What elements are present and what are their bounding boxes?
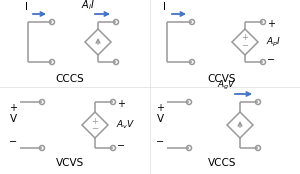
Text: +: + <box>242 34 248 42</box>
Text: −: − <box>117 141 125 151</box>
Text: +: + <box>156 103 164 113</box>
Text: $A_v V$: $A_v V$ <box>116 119 135 131</box>
Text: −: − <box>156 137 164 147</box>
Text: +: + <box>92 117 98 125</box>
Text: −: − <box>92 125 98 133</box>
Text: CCVS: CCVS <box>208 74 236 84</box>
Text: V: V <box>157 114 164 124</box>
Text: +: + <box>117 99 125 109</box>
Text: $A_p I$: $A_p I$ <box>266 35 281 49</box>
Text: I: I <box>164 2 166 12</box>
Text: I: I <box>25 2 28 12</box>
Text: $A_g V$: $A_g V$ <box>217 79 237 92</box>
Text: CCCS: CCCS <box>56 74 84 84</box>
Text: VCCS: VCCS <box>208 158 236 168</box>
Text: V: V <box>10 114 17 124</box>
Text: −: − <box>267 55 275 65</box>
Text: $A_i I$: $A_i I$ <box>81 0 95 12</box>
Text: +: + <box>267 19 275 29</box>
Text: VCVS: VCVS <box>56 158 84 168</box>
Text: −: − <box>9 137 17 147</box>
Text: +: + <box>9 103 17 113</box>
Text: −: − <box>242 42 248 50</box>
